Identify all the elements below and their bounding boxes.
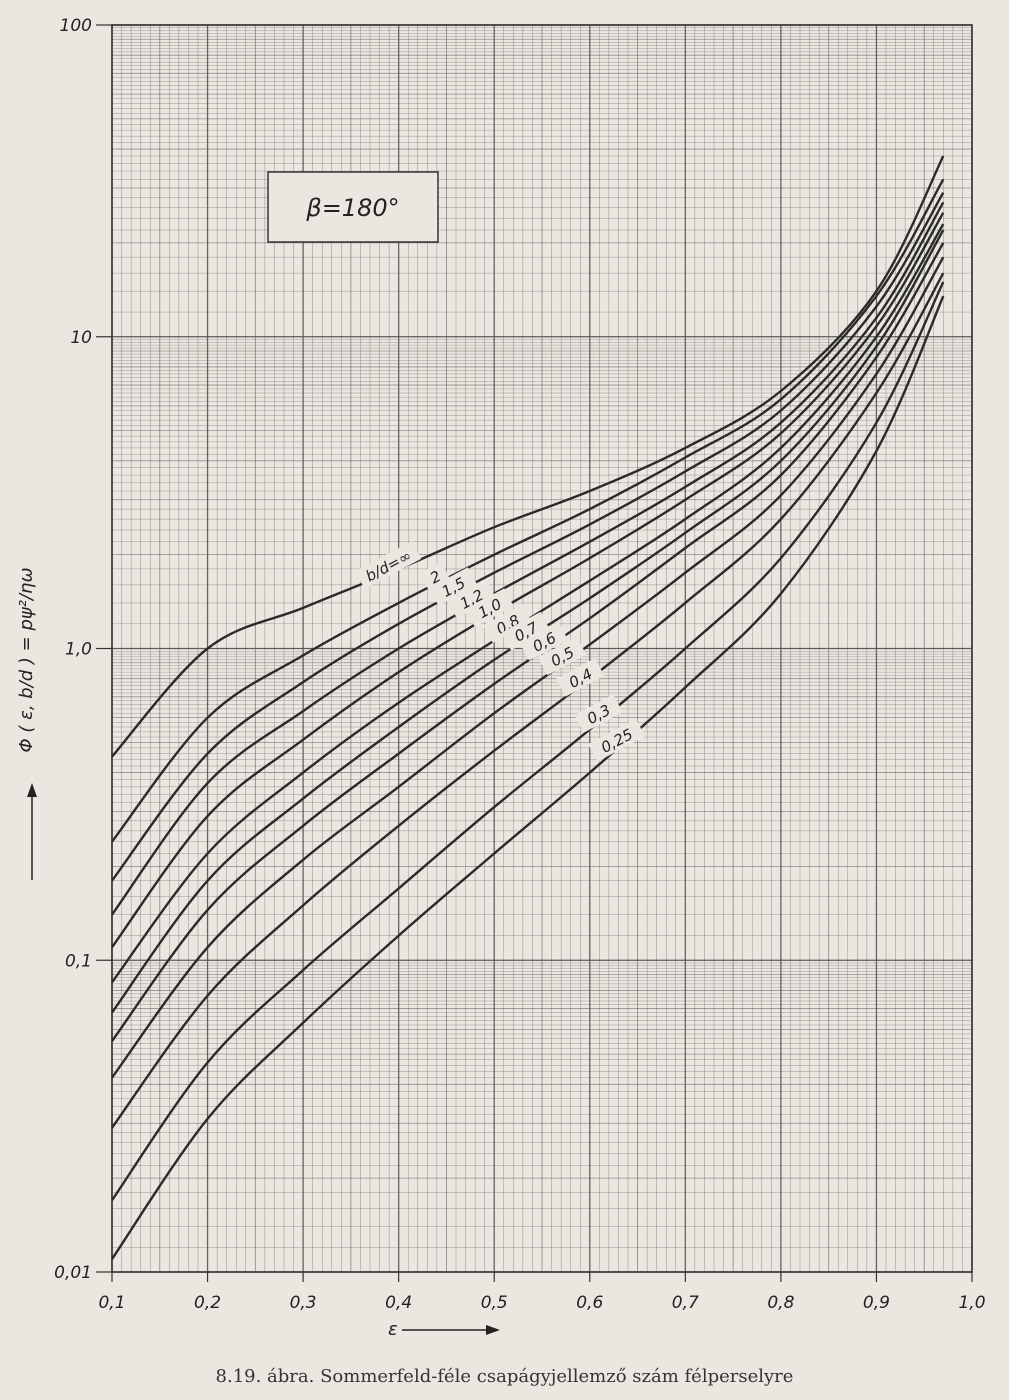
y-tick-label: 0,01 [54, 1263, 92, 1283]
x-axis-title: ε [388, 1319, 500, 1340]
annotation-text: β=180° [305, 194, 399, 222]
series-label-bg [501, 611, 550, 651]
series-label-bg [355, 541, 422, 589]
series-line [111, 272, 945, 1129]
annotation-box: β=180° [267, 171, 439, 243]
x-tick-label: 0,7 [672, 1293, 699, 1313]
y-axis-title: Φ ( ε, b/d ) = pψ²/ηω [16, 567, 37, 880]
figure-caption: 8.19. ábra. Sommerfeld-féle csapágyjelle… [215, 1366, 794, 1387]
series-label-bg [483, 604, 532, 644]
series-line [111, 191, 945, 882]
x-tick-label: 0,1 [98, 1293, 125, 1313]
series-label-bg [537, 636, 587, 676]
y-axis-arrow-head [27, 783, 37, 797]
x-tick-label: 1,0 [958, 1293, 985, 1313]
series-label-bg [429, 567, 478, 606]
curves [111, 155, 945, 1260]
y-axis-label: Φ ( ε, b/d ) = pψ²/ηω [16, 567, 37, 752]
x-tick-label: 0,8 [767, 1293, 794, 1313]
series-label-bg [447, 579, 496, 618]
series-line [111, 223, 945, 984]
x-tick-label: 0,9 [863, 1293, 890, 1313]
series-label: b/d=∞ [363, 546, 415, 585]
x-tick-label: 0,6 [576, 1293, 603, 1313]
series-line [111, 295, 945, 1260]
series-line [111, 201, 945, 916]
series-label-bg [465, 588, 514, 627]
y-tick-label: 100 [60, 16, 92, 36]
tick-labels: 0,1 0,2 0,3 0,4 0,5 0,6 0,7 0,8 0,9 1,0 0,01 0,1 1,0… [54, 16, 985, 1313]
series-label-bg [556, 658, 605, 697]
series-label-bg [574, 694, 623, 733]
y-tick-label: 1,0 [65, 640, 92, 660]
y-tick-label: 0,1 [65, 951, 92, 971]
series-label-bg [519, 622, 569, 661]
series-line [111, 212, 945, 949]
series-line [111, 155, 945, 758]
series-line [111, 178, 945, 843]
x-axis-arrow-head [486, 1325, 500, 1335]
x-tick-label: 0,2 [194, 1293, 221, 1313]
series-label-bg [588, 718, 646, 762]
x-axis-label: ε [388, 1319, 398, 1340]
x-tick-label: 0,3 [290, 1293, 317, 1313]
x-tick-label: 0,5 [481, 1293, 508, 1313]
grid [111, 24, 973, 1273]
series-line [111, 256, 945, 1079]
x-tick-label: 0,4 [385, 1293, 412, 1313]
y-tick-label: 10 [70, 328, 92, 348]
series-line [111, 281, 945, 1201]
